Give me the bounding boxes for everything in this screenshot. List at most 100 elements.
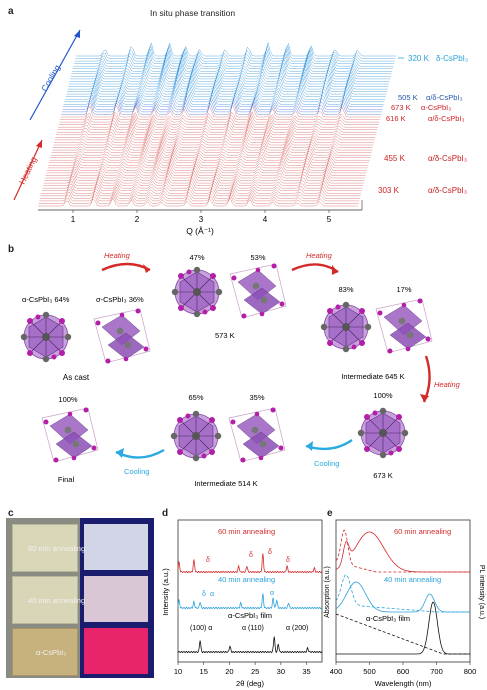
pct-100-right: 100% (373, 391, 393, 400)
octa-514 (170, 410, 222, 462)
waterfall-trace (44, 171, 365, 181)
xrd-peak-200: α (200) (286, 625, 308, 632)
xrd-plot: 60 min annealing 40 min annealing α-CsPb… (161, 519, 323, 688)
octa-645 (320, 301, 372, 353)
anno-616-phase: α/δ-CsPbI₃ (428, 114, 465, 123)
anno-320-phase: δ-CsPbI₃ (436, 54, 468, 63)
waterfall-trace (55, 128, 376, 138)
waterfall-trace (61, 101, 382, 115)
cooling-label-1: Cooling (314, 459, 339, 468)
waterfall-trace (63, 90, 384, 105)
as-cast-label: As cast (63, 373, 90, 382)
waterfall-trace (68, 71, 389, 87)
film-40-visible (12, 576, 78, 624)
anno-303-phase: α/δ-CsPbI₃ (428, 186, 467, 195)
waterfall-trace (66, 79, 387, 95)
xrd-delta-40: δ (202, 591, 206, 598)
xrd-alpha-40a: α (210, 591, 214, 598)
panel-e-label: e (327, 508, 333, 519)
waterfall-trace (48, 154, 369, 164)
e-x-ticks: 400 500 600 700 800 (330, 662, 477, 676)
waterfall-trace (74, 48, 395, 64)
e-label-60: 60 min annealing (394, 527, 451, 536)
xrd-trace-film (177, 636, 323, 654)
waterfall-trace (54, 131, 375, 141)
e-x-tick: 800 (464, 667, 477, 676)
pl-trace-40 (335, 581, 470, 613)
waterfall-trace (50, 146, 371, 156)
pct-65: 65% (188, 393, 203, 402)
xrd-label-film: α-CsPbI₃ film (228, 611, 272, 620)
sigma-cell-ascast (93, 308, 151, 364)
waterfall-trace (62, 95, 383, 110)
panel-b-label: b (8, 244, 15, 255)
phase-schematic: α-CsPbI₃ 64% σ-CsPbI₃ 36% As cast Heatin… (20, 251, 461, 488)
waterfall-trace (61, 98, 382, 113)
pct-47: 47% (189, 253, 204, 262)
waterfall-trace (47, 161, 367, 171)
pct-53: 53% (250, 253, 265, 262)
waterfall-trace (46, 163, 367, 174)
film-alpha-uv (84, 628, 148, 674)
intermediate-645: Intermediate 645 K (341, 372, 404, 381)
waterfall-trace (52, 138, 373, 148)
xrd-x-ticks: 10 15 20 25 30 35 (174, 662, 311, 676)
panel-a-title: In situ phase transition (150, 8, 236, 18)
xrd-trace-60 (177, 553, 323, 574)
waterfall-trace (51, 143, 372, 153)
cell-final (41, 407, 99, 463)
anno-673-phase: α-CsPbI₃ (421, 103, 451, 112)
waterfall-trace (50, 148, 371, 158)
heating-label-1: Heating (104, 251, 131, 260)
xrd-peak-110: α (110) (242, 625, 264, 632)
waterfall-trace (74, 46, 395, 62)
heating-label-3: Heating (434, 380, 461, 389)
pct-100-left: 100% (58, 395, 78, 404)
q-tick-1: 1 (71, 215, 76, 224)
panel-a-label: a (8, 6, 14, 17)
waterfall-trace (65, 82, 386, 97)
anno-673-temp: 673 K (391, 103, 411, 112)
xrd-label-40: 40 min annealing (218, 575, 275, 584)
alpha-octa-ascast (20, 311, 72, 363)
cooling-label: Cooling (39, 63, 62, 93)
pct-17: 17% (396, 285, 411, 294)
waterfall-trace (42, 179, 363, 189)
waterfall-traces (38, 41, 396, 207)
waterfall-trace (72, 54, 393, 69)
abs-trace-60 (335, 529, 470, 573)
waterfall-trace (54, 133, 375, 143)
e-label-film: α-CsPbI₃ film (366, 614, 410, 623)
waterfall-trace (38, 196, 358, 207)
panel-d-label: d (162, 508, 169, 519)
waterfall-trace (67, 77, 387, 92)
cooling-arrow (29, 29, 81, 121)
xrd-alpha-40b: α (270, 590, 274, 597)
waterfall-trace (73, 51, 394, 67)
waterfall-trace (64, 87, 385, 103)
heating-arrow (13, 139, 43, 201)
film-60-uv (84, 524, 148, 570)
waterfall-plot: 1 2 3 4 5 Q (Å⁻¹) Cooling Heating 320 K … (13, 29, 468, 236)
panel-c-label: c (8, 508, 14, 519)
xrd-x-label: 2θ (deg) (236, 679, 264, 688)
q-axis-ticks (72, 210, 330, 213)
waterfall-trace (58, 115, 379, 125)
xrd-delta-3: δ (268, 549, 272, 556)
waterfall-trace (39, 192, 360, 202)
xrd-x-tick: 35 (302, 667, 310, 676)
xrd-label-60: 60 min annealing (218, 527, 275, 536)
e-x-label: Wavelength (nm) (375, 679, 432, 688)
anno-455-temp: 455 K (384, 154, 406, 163)
pl-trace-film (336, 601, 470, 655)
anno-320-temp: 320 K (408, 54, 430, 63)
heating-label-2: Heating (306, 251, 333, 260)
q-tick-3: 3 (199, 215, 204, 224)
waterfall-trace (43, 177, 364, 186)
q-tick-2: 2 (135, 215, 140, 224)
e-y-right-label: PL intensity (a.u.) (478, 565, 485, 619)
sigma-cast-label: σ-CsPbI₃ 36% (96, 295, 144, 304)
waterfall-trace (59, 111, 380, 120)
waterfall-trace (72, 56, 393, 72)
octa-673 (357, 407, 409, 459)
